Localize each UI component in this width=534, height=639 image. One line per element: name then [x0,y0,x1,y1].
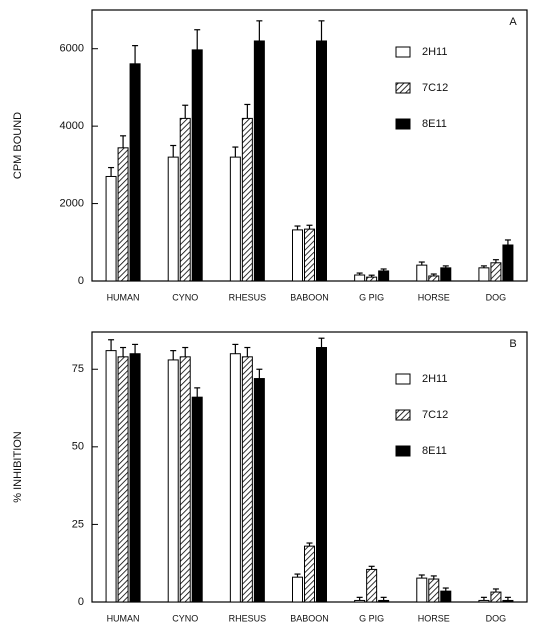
x-tick-label: RHESUS [229,292,267,302]
legend-label: 7C12 [422,82,448,94]
panel-label: B [509,338,516,350]
x-tick-label: DOG [486,292,507,302]
legend-label: 2H11 [422,46,447,58]
bar [253,378,265,603]
legend-label: 8E11 [422,118,447,130]
legend-swatch [395,118,411,130]
y-axis-label: % INHIBITION [12,431,24,503]
bar [478,267,490,282]
bar [502,599,514,603]
bar [179,356,191,603]
legend-label: 8E11 [422,445,447,457]
bar [440,590,452,603]
bar [378,599,390,603]
x-tick-label: CYNO [172,292,198,302]
bar [354,599,366,603]
y-tick-label: 0 [78,596,84,608]
bar [191,49,203,282]
legend-swatch [395,409,411,421]
bar [428,275,440,282]
x-tick-label: G PIG [359,613,384,623]
bar [366,276,378,282]
bar [304,228,315,282]
y-tick-label: 50 [72,441,84,453]
bar [167,359,179,603]
bar [440,267,452,282]
bar [253,40,265,282]
x-tick-label: HUMAN [107,613,140,623]
bar [490,262,502,282]
bar [316,40,327,282]
x-tick-label: HUMAN [107,292,140,302]
legend-label: 7C12 [422,409,448,421]
x-tick-label: G PIG [359,292,384,302]
bar [502,244,514,282]
x-tick-label: BABOON [290,292,329,302]
bar [105,350,117,603]
bar [378,270,390,282]
legend-swatch [395,373,411,385]
y-tick-label: 25 [72,518,84,530]
x-tick-label: HORSE [418,613,450,623]
bar [428,578,440,603]
bar [191,396,203,603]
bar [416,577,428,603]
x-tick-label: DOG [486,613,507,623]
y-tick-label: 0 [78,275,84,287]
bar [179,117,191,282]
bar [316,347,327,603]
legend-swatch [395,82,411,94]
y-tick-label: 2000 [60,197,84,209]
bar [292,576,303,603]
y-tick-label: 75 [72,363,84,375]
bar [229,353,241,603]
bar [241,117,253,282]
panel-label: A [509,16,517,28]
y-axis-label: CPM BOUND [12,112,24,179]
legend-swatch [395,46,411,58]
bar [354,274,366,282]
legend-label: 2H11 [422,373,447,385]
bar [490,591,502,603]
legend-swatch [395,445,411,457]
x-tick-label: CYNO [172,613,198,623]
bar [478,599,490,603]
bar [366,568,378,603]
x-tick-label: BABOON [290,613,329,623]
bar [117,147,129,282]
x-tick-label: RHESUS [229,613,267,623]
x-tick-label: HORSE [418,292,450,302]
bar [229,156,241,282]
bar [416,264,428,282]
bar [167,156,179,282]
bar [129,63,141,282]
bar [105,175,117,282]
y-tick-label: 4000 [60,120,84,132]
bar [304,545,315,603]
bar [241,356,253,603]
bar [117,356,129,603]
y-tick-label: 6000 [60,43,84,55]
bar [292,229,303,282]
bar [129,353,141,603]
